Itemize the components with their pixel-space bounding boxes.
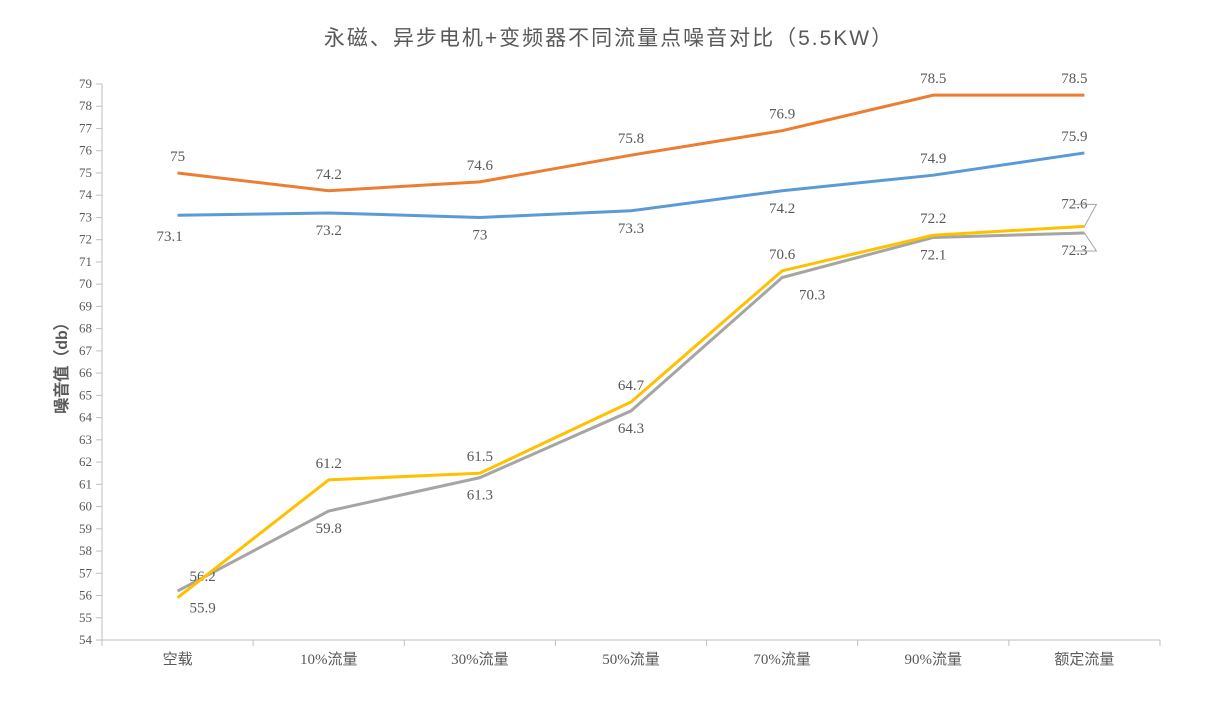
y-tick-label: 56 [79, 588, 93, 603]
series-gray [178, 233, 1085, 591]
chart-container: 永磁、异步电机+变频器不同流量点噪音对比（5.5KW） 噪音值（db） 5455… [0, 0, 1218, 720]
x-tick-label: 90%流量 [905, 651, 963, 668]
x-tick-label: 30%流量 [451, 651, 509, 668]
data-label: 76.9 [769, 107, 795, 123]
x-tick-label: 50%流量 [602, 651, 660, 668]
y-tick-label: 79 [79, 76, 92, 91]
y-tick-label: 76 [79, 143, 93, 158]
data-label: 74.9 [920, 151, 946, 167]
y-tick-label: 64 [79, 410, 93, 425]
data-label: 55.9 [189, 601, 215, 617]
y-tick-label: 73 [79, 209, 92, 224]
x-tick-label: 空载 [163, 651, 193, 668]
data-label: 74.2 [769, 201, 795, 217]
y-tick-label: 71 [79, 254, 92, 269]
y-tick-label: 59 [79, 521, 92, 536]
y-tick-label: 78 [79, 98, 92, 113]
data-label: 61.2 [316, 456, 342, 472]
y-tick-label: 67 [79, 343, 93, 358]
y-tick-label: 61 [79, 476, 92, 491]
x-tick-label: 额定流量 [1054, 651, 1114, 668]
data-label: 78.5 [920, 71, 946, 87]
data-label: 59.8 [316, 521, 342, 537]
data-label: 74.2 [316, 167, 342, 183]
data-label: 72.1 [920, 247, 946, 263]
data-label: 74.6 [467, 158, 494, 174]
y-tick-label: 68 [79, 321, 92, 336]
data-label: 73.1 [156, 229, 182, 245]
x-tick-label: 70%流量 [753, 651, 811, 668]
y-tick-label: 66 [79, 365, 93, 380]
y-tick-label: 72 [79, 232, 92, 247]
x-tick-label: 10%流量 [300, 651, 358, 668]
data-label: 70.6 [769, 247, 796, 263]
data-label: 64.3 [618, 421, 644, 437]
y-tick-label: 55 [79, 610, 92, 625]
y-tick-label: 69 [79, 298, 92, 313]
y-tick-label: 62 [79, 454, 92, 469]
y-tick-label: 74 [79, 187, 93, 202]
data-label: 73 [472, 227, 487, 243]
y-tick-label: 58 [79, 543, 92, 558]
data-label: 78.5 [1061, 71, 1087, 87]
y-tick-label: 75 [79, 165, 92, 180]
y-tick-label: 65 [79, 387, 92, 402]
data-label: 61.3 [467, 488, 493, 504]
data-label: 61.5 [467, 449, 493, 465]
data-label: 75 [170, 149, 185, 165]
y-tick-label: 54 [79, 632, 93, 647]
data-label: 72.2 [920, 211, 946, 227]
series-blue [178, 153, 1085, 217]
data-label: 73.3 [618, 221, 644, 237]
y-tick-label: 57 [79, 565, 93, 580]
y-tick-label: 63 [79, 432, 92, 447]
data-label: 73.2 [316, 223, 342, 239]
data-label: 64.7 [618, 378, 645, 394]
y-tick-label: 70 [79, 276, 92, 291]
data-label: 75.8 [618, 131, 644, 147]
data-label: 75.9 [1061, 129, 1087, 145]
y-tick-label: 77 [79, 120, 93, 135]
y-tick-label: 60 [79, 499, 92, 514]
chart-svg: 54 55 56 57 58 59 60 61 62 63 64 65 66 67 68 69 70 71 72 73… [0, 0, 1218, 720]
data-label: 70.3 [799, 287, 825, 303]
